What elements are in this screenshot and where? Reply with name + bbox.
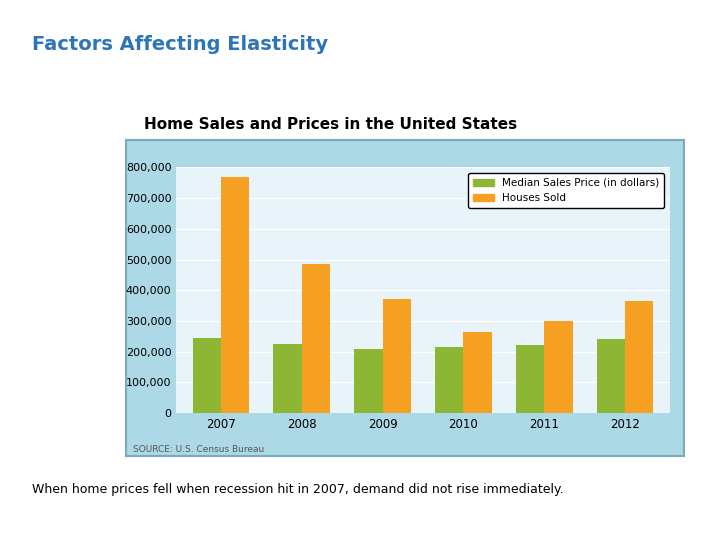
Bar bbox=[435, 347, 464, 413]
Legend: Median Sales Price (in dollars), Houses Sold: Median Sales Price (in dollars), Houses … bbox=[467, 173, 665, 208]
Bar bbox=[544, 321, 572, 413]
Text: Factors Affecting Elasticity: Factors Affecting Elasticity bbox=[32, 35, 328, 54]
Bar bbox=[516, 345, 544, 413]
Text: When home prices fell when recession hit in 2007, demand did not rise immediatel: When home prices fell when recession hit… bbox=[32, 483, 564, 496]
Text: Home Sales and Prices in the United States: Home Sales and Prices in the United Stat… bbox=[144, 117, 517, 132]
Bar bbox=[302, 264, 330, 413]
Bar bbox=[274, 344, 302, 413]
Text: SOURCE: U.S. Census Bureau: SOURCE: U.S. Census Bureau bbox=[133, 446, 264, 455]
Bar bbox=[625, 301, 654, 413]
Bar bbox=[192, 338, 221, 413]
Bar bbox=[382, 300, 411, 413]
Bar bbox=[354, 349, 382, 413]
Bar bbox=[221, 177, 249, 413]
Bar bbox=[464, 332, 492, 413]
Bar bbox=[597, 340, 625, 413]
